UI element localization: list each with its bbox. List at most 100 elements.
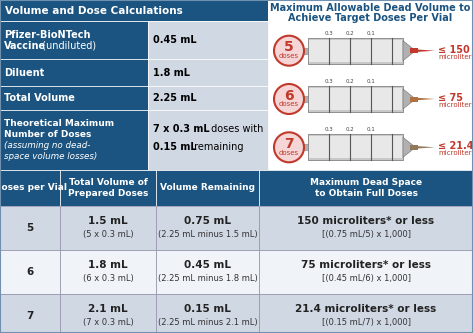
Bar: [0, 0, 268, 21]
Bar: [148, 110, 268, 170]
Polygon shape: [413, 49, 435, 52]
Text: (undiluted): (undiluted): [39, 41, 96, 51]
Bar: [0, 110, 148, 170]
Bar: [259, 294, 473, 333]
Text: 7: 7: [284, 137, 294, 151]
Text: (assuming no dead-: (assuming no dead-: [4, 142, 90, 151]
Bar: [259, 170, 473, 206]
Text: doses: doses: [279, 53, 299, 59]
Text: Total Volume: Total Volume: [4, 93, 75, 103]
Bar: [410, 48, 418, 53]
Text: [(0.75 mL/5) x 1,000]: [(0.75 mL/5) x 1,000]: [322, 230, 411, 239]
Text: (2.25 mL minus 2.1 mL): (2.25 mL minus 2.1 mL): [158, 318, 257, 327]
Text: Achieve Target Doses Per Vial: Achieve Target Doses Per Vial: [289, 13, 453, 23]
Polygon shape: [403, 41, 413, 61]
Text: Volume and Dose Calculations: Volume and Dose Calculations: [5, 6, 183, 16]
Text: 0.3: 0.3: [324, 31, 333, 36]
Text: 0.3: 0.3: [324, 79, 333, 84]
Text: 0.3: 0.3: [324, 127, 333, 132]
Text: Maximum Dead Space
to Obtain Full Doses: Maximum Dead Space to Obtain Full Doses: [310, 178, 422, 198]
Text: 7 x 0.3 mL: 7 x 0.3 mL: [153, 124, 210, 134]
Text: Theoretical Maximum: Theoretical Maximum: [4, 119, 114, 128]
Text: 0.2: 0.2: [345, 79, 354, 84]
Bar: [156, 170, 259, 206]
Text: [(0.15 mL/7) x 1,000]: [(0.15 mL/7) x 1,000]: [322, 318, 411, 327]
Polygon shape: [413, 98, 435, 101]
Text: Total Volume of
Prepared Doses: Total Volume of Prepared Doses: [68, 178, 148, 198]
Text: 0.1: 0.1: [366, 127, 375, 132]
Text: (2.25 mL minus 1.5 mL): (2.25 mL minus 1.5 mL): [158, 230, 257, 239]
Circle shape: [274, 132, 304, 162]
Bar: [259, 206, 473, 250]
Bar: [0, 206, 60, 250]
Text: 5: 5: [26, 223, 34, 233]
Bar: [0, 59, 148, 86]
Polygon shape: [403, 89, 413, 109]
Text: doses: doses: [279, 150, 299, 156]
Bar: [60, 206, 156, 250]
Text: 2.25 mL: 2.25 mL: [153, 93, 197, 103]
Bar: [156, 294, 259, 333]
Text: 1.8 mL: 1.8 mL: [88, 260, 128, 270]
Text: 150 microliters* or less: 150 microliters* or less: [298, 216, 435, 226]
Bar: [300, 96, 308, 102]
Text: Vaccine: Vaccine: [4, 41, 46, 51]
Text: (2.25 mL minus 1.8 mL): (2.25 mL minus 1.8 mL): [158, 274, 257, 283]
Text: 1.5 mL: 1.5 mL: [88, 216, 128, 226]
Text: ≤ 21.4: ≤ 21.4: [438, 141, 473, 151]
Text: 2.1 mL: 2.1 mL: [88, 304, 128, 314]
Text: Number of Doses: Number of Doses: [4, 130, 91, 139]
Text: microliters: microliters: [438, 102, 473, 108]
Text: 0.2: 0.2: [345, 31, 354, 36]
Bar: [0, 170, 60, 206]
Bar: [0, 294, 60, 333]
Bar: [268, 0, 473, 170]
Polygon shape: [403, 137, 413, 157]
Bar: [148, 59, 268, 86]
Bar: [60, 294, 156, 333]
Text: Diluent: Diluent: [4, 68, 44, 78]
Text: 5: 5: [284, 40, 294, 54]
Bar: [308, 134, 403, 160]
Text: remaining: remaining: [191, 142, 244, 152]
Bar: [309, 136, 402, 158]
Text: 7: 7: [26, 311, 34, 321]
Bar: [0, 21, 148, 59]
Text: 0.2: 0.2: [345, 127, 354, 132]
Text: doses with: doses with: [208, 124, 263, 134]
Circle shape: [274, 36, 304, 66]
Text: 21.4 microliters* or less: 21.4 microliters* or less: [295, 304, 437, 314]
Bar: [0, 86, 148, 110]
Text: 0.45 mL: 0.45 mL: [184, 260, 231, 270]
Bar: [156, 206, 259, 250]
Text: (5 x 0.3 mL): (5 x 0.3 mL): [83, 230, 133, 239]
Text: 0.15 mL: 0.15 mL: [153, 142, 197, 152]
Text: [(0.45 mL/6) x 1,000]: [(0.45 mL/6) x 1,000]: [322, 274, 411, 283]
Bar: [148, 86, 268, 110]
Text: 6: 6: [284, 89, 294, 103]
Bar: [309, 40, 402, 62]
Text: Volume Remaining: Volume Remaining: [160, 183, 255, 192]
Text: 1.8 mL: 1.8 mL: [153, 68, 190, 78]
Bar: [148, 21, 268, 59]
Bar: [259, 250, 473, 294]
Bar: [300, 144, 308, 150]
Text: Maximum Allowable Dead Volume to: Maximum Allowable Dead Volume to: [270, 3, 471, 13]
Text: microliters: microliters: [438, 54, 473, 60]
Text: doses: doses: [279, 102, 299, 108]
Bar: [0, 250, 60, 294]
Bar: [300, 48, 308, 54]
Text: 0.45 mL: 0.45 mL: [153, 35, 197, 45]
Text: 0.15 mL: 0.15 mL: [184, 304, 231, 314]
Bar: [60, 170, 156, 206]
Bar: [308, 38, 403, 64]
Bar: [309, 88, 402, 110]
Text: Pfizer-BioNTech: Pfizer-BioNTech: [4, 30, 90, 40]
Text: 0.1: 0.1: [366, 79, 375, 84]
Text: 6: 6: [26, 267, 34, 277]
Bar: [60, 250, 156, 294]
Text: microliters: microliters: [438, 150, 473, 156]
Text: 0.1: 0.1: [366, 31, 375, 36]
Bar: [410, 145, 418, 150]
Text: (6 x 0.3 mL): (6 x 0.3 mL): [83, 274, 133, 283]
